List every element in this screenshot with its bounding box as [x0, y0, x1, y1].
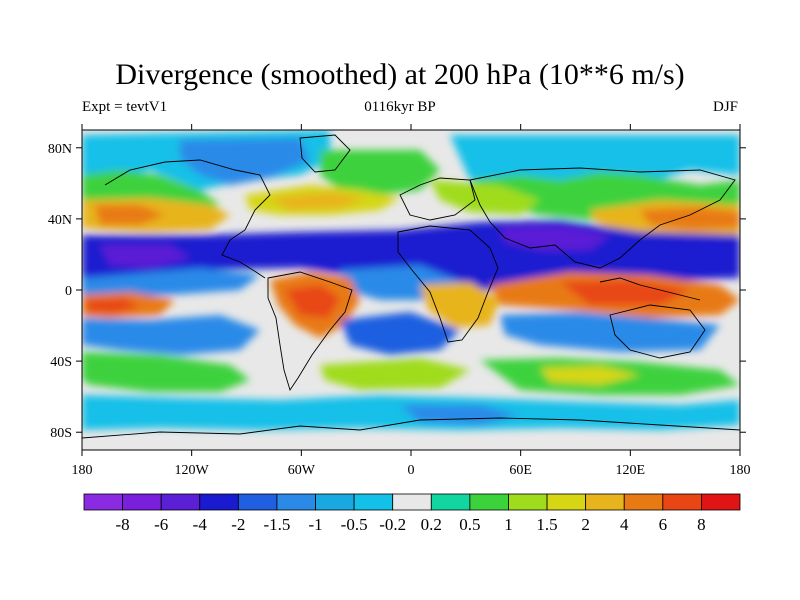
field-south-pacific-convergence — [82, 315, 260, 355]
colorbar-swatch — [160, 493, 201, 511]
lat-tick-label: 0 — [65, 284, 72, 299]
field-arctic-canada — [180, 138, 310, 185]
field-subtropic-weak — [82, 268, 260, 298]
lon-axis: 180 120W 60W 0 60E 120E 180 — [72, 124, 751, 478]
colorbar-swatch — [237, 493, 278, 511]
coast-south-america — [267, 271, 353, 392]
field-south-atlantic-40s-positive — [320, 358, 470, 390]
coast-north-america — [104, 159, 271, 279]
colorbar-swatch — [546, 493, 587, 511]
colorbar-swatch — [122, 493, 162, 511]
colorbar-label: -0.2 — [379, 515, 406, 534]
field-south-indian-40s-strong — [540, 366, 640, 385]
lat-tick-label: 40N — [48, 213, 72, 228]
colorbar-label: 2 — [581, 515, 590, 534]
colorbar-label: -0.5 — [341, 515, 368, 534]
coast-indonesia — [599, 277, 701, 301]
lon-tick-label: 120W — [175, 463, 210, 478]
colorbar-label: 0.2 — [421, 515, 442, 534]
coast-australia — [609, 304, 706, 359]
lat-tick-label: 40S — [50, 355, 72, 370]
lon-tick-label: 180 — [72, 463, 93, 478]
field-south-pacific-40s-positive — [82, 352, 250, 392]
field-subtropic-convergence-strong — [500, 226, 610, 250]
field-asia-40n-strong — [640, 207, 740, 230]
lon-tick-label: 180 — [730, 463, 751, 478]
colorbar: -8 -6 -4 -2 -1.5 -1 -0.5 -0.2 0.2 0.5 1 1.5 2 4 6 8 — [83, 493, 741, 534]
lon-tick-label: 120E — [616, 463, 646, 478]
colorbar-swatch — [585, 493, 625, 511]
colorbar-label: -6 — [154, 515, 168, 534]
field-africa-divergence — [420, 282, 500, 328]
colorbar-label: 1 — [504, 515, 513, 534]
colorbar-label: 8 — [697, 515, 706, 534]
field-pacific-convergence-strong — [100, 245, 190, 268]
lon-tick-label: 60W — [288, 463, 316, 478]
lon-tick-label: 60E — [509, 463, 532, 478]
colorbar-label: 6 — [659, 515, 668, 534]
colorbar-swatch — [392, 493, 432, 511]
coast-asia — [469, 167, 736, 269]
coastlines — [82, 134, 740, 439]
map-field — [82, 130, 740, 450]
colorbar-label: -1 — [308, 515, 322, 534]
field-central-asia-green — [430, 180, 540, 215]
coast-europe — [399, 177, 476, 221]
colorbar-swatch — [469, 493, 509, 511]
colorbar-swatch — [623, 493, 664, 511]
field-south-america-strong — [285, 285, 340, 318]
colorbar-label: 4 — [620, 515, 629, 534]
colorbar-swatch — [508, 493, 548, 511]
colorbar-swatch — [353, 493, 394, 511]
field-south-atlantic-convergence — [340, 312, 460, 355]
colorbar-swatch — [315, 493, 355, 511]
field-indo-pacific-strong — [560, 280, 690, 305]
colorbar-swatch — [662, 493, 702, 511]
plot-title: Divergence (smoothed) at 200 hPa (10**6 … — [115, 58, 685, 91]
season-label: DJF — [712, 99, 738, 115]
field-east-pacific-strong — [85, 298, 140, 313]
field-south-indian-convergence — [500, 312, 720, 352]
colorbar-label: 0.5 — [459, 515, 480, 534]
field-atlantic-north-green — [320, 150, 440, 195]
colorbar-swatch — [83, 493, 123, 511]
colorbar-swatch — [276, 493, 316, 511]
lon-tick-label: 0 — [408, 463, 415, 478]
colorbar-swatch — [430, 493, 471, 511]
colorbar-label: 1.5 — [536, 515, 557, 534]
colorbar-label: -1.5 — [263, 515, 290, 534]
colorbar-swatch — [199, 493, 239, 511]
coast-antarctica — [82, 417, 740, 439]
field-atlantic-40n-strong — [270, 192, 365, 210]
colorbar-label: -4 — [193, 515, 208, 534]
field-pacific-40n-strong — [95, 205, 165, 225]
coast-africa — [397, 225, 499, 343]
period-label: 0116kyr BP — [364, 99, 436, 115]
experiment-label: Expt = tevtV1 — [82, 99, 168, 115]
lat-tick-label: 80S — [50, 426, 72, 441]
coast-greenland — [299, 134, 351, 173]
colorbar-label: -8 — [116, 515, 130, 534]
lat-tick-label: 80N — [48, 142, 72, 157]
colorbar-swatch — [701, 493, 741, 511]
lat-axis: 80N 40N 0 40S 80S — [48, 142, 746, 441]
colorbar-label: -2 — [231, 515, 245, 534]
